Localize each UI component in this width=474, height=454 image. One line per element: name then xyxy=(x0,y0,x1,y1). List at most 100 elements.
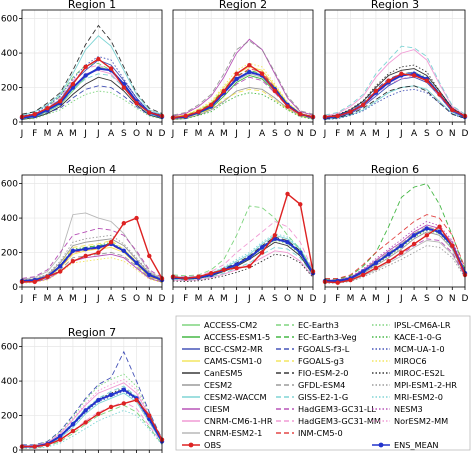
legend-item: INM-CM5-0 xyxy=(276,428,343,438)
obs-point xyxy=(57,437,63,442)
obs-point xyxy=(360,272,366,278)
legend-label: IPSL-CM6A-LR xyxy=(394,320,451,330)
x-tick-label: J xyxy=(20,129,24,139)
obs-point xyxy=(70,258,76,264)
obs-point xyxy=(96,56,101,62)
series-line-obs xyxy=(324,73,466,118)
x-tick-label: M xyxy=(347,129,355,139)
obs-point xyxy=(373,88,379,94)
panel-title: Region 5 xyxy=(219,163,267,176)
series-line-model xyxy=(21,253,163,284)
panel-frame xyxy=(324,174,466,288)
legend-item: GFDL-ESM4 xyxy=(276,380,345,390)
ens-mean-point xyxy=(360,269,366,274)
legend-label: CESM2-WACCM xyxy=(204,392,267,402)
obs-point xyxy=(348,109,353,114)
legend-item: CAMS-CSM1-0 xyxy=(182,356,262,366)
x-tick-label: M xyxy=(69,294,77,304)
series-line-model xyxy=(325,238,466,283)
obs-point xyxy=(259,71,265,76)
obs-point xyxy=(32,279,37,285)
ens-mean-point xyxy=(121,248,127,254)
series-line-model xyxy=(21,56,163,117)
obs-point xyxy=(247,62,252,68)
legend-label: KACE-1-0-G xyxy=(394,332,442,342)
obs-point xyxy=(424,78,430,83)
legend-label: ACCESS-CM2 xyxy=(204,320,257,330)
series-line-model xyxy=(172,220,314,278)
legend-label: NESM3 xyxy=(394,404,423,414)
obs-point xyxy=(386,78,391,83)
panel-title: Region 7 xyxy=(68,326,116,339)
legend-label: OBS xyxy=(204,440,221,450)
x-tick-label: M xyxy=(372,294,380,304)
legend-label: MIROC-ES2L xyxy=(394,368,445,378)
obs-point xyxy=(208,102,214,107)
legend-item: HadGEM3-GC31-MM xyxy=(276,416,381,426)
x-tick-label: O xyxy=(284,294,291,304)
panel-title: Region 1 xyxy=(68,0,116,11)
series-line-model xyxy=(172,40,314,116)
obs-point xyxy=(221,88,227,94)
ens-mean-point xyxy=(247,255,252,260)
y-tick-label: 0 xyxy=(12,118,18,128)
ens-mean-point xyxy=(70,248,76,254)
obs-point xyxy=(32,444,37,449)
series-line-model xyxy=(325,245,466,284)
obs-point xyxy=(134,100,139,106)
legend-label: EC-Earth3 xyxy=(298,320,339,330)
x-tick-label: F xyxy=(32,129,37,139)
series-line-model xyxy=(172,92,314,120)
x-tick-label: J xyxy=(20,294,24,304)
x-tick-label: M xyxy=(69,129,77,139)
x-tick-label: S xyxy=(272,294,278,304)
x-tick-label: J xyxy=(234,129,238,139)
series-line-model xyxy=(325,240,466,284)
legend-item: HadGEM3-GC31-LL xyxy=(276,404,376,414)
legend-item: FGOALS-g3 xyxy=(276,356,344,366)
obs-point xyxy=(208,271,214,276)
series-line-model xyxy=(22,385,163,447)
series-line-model xyxy=(22,390,163,448)
obs-point xyxy=(121,221,127,226)
obs-point xyxy=(45,442,50,448)
legend-label: FGOALS-f3-L xyxy=(298,344,350,354)
ens-mean-point xyxy=(108,392,114,398)
x-tick-label: N xyxy=(146,294,153,304)
x-tick-label: S xyxy=(272,129,278,139)
series-line-model xyxy=(22,401,163,448)
obs-point xyxy=(96,250,101,255)
y-tick-label: 400 xyxy=(1,214,18,224)
legend-label: GISS-E2-1-G xyxy=(298,392,348,402)
legend-label: FIO-ESM-2-0 xyxy=(298,368,349,378)
obs-point xyxy=(411,73,417,78)
legend-item: IPSL-CM6A-LR xyxy=(372,320,451,330)
x-tick-label: M xyxy=(44,294,52,304)
x-tick-label: J xyxy=(399,129,403,139)
series-line-model xyxy=(172,246,314,281)
legend-label: HadGEM3-GC31-LL xyxy=(298,404,376,414)
obs-point xyxy=(285,104,290,109)
legend-label: GFDL-ESM4 xyxy=(298,380,345,390)
ens-mean-point xyxy=(247,69,252,75)
x-tick-label: J xyxy=(234,294,238,304)
legend-label: CESM2 xyxy=(204,380,232,390)
series-line-model xyxy=(21,85,163,120)
legend-label: NorESM2-MM xyxy=(394,416,448,426)
obs-point xyxy=(45,274,50,279)
obs-point xyxy=(247,264,252,269)
series-line-model xyxy=(21,227,163,279)
obs-point xyxy=(335,280,340,285)
x-tick-label: S xyxy=(121,294,127,304)
series-line-model xyxy=(172,87,314,120)
series-line-model xyxy=(325,221,466,281)
x-tick-label: D xyxy=(159,129,166,139)
obs-point xyxy=(450,107,455,113)
x-tick-label: O xyxy=(436,129,443,139)
series-line-ens-mean xyxy=(325,227,466,282)
obs-point xyxy=(424,233,430,238)
legend-label: BCC-CSM2-MR xyxy=(204,344,263,354)
ens-mean-point xyxy=(96,245,101,250)
legend-item: NESM3 xyxy=(372,404,423,414)
series-line-obs xyxy=(21,58,163,118)
